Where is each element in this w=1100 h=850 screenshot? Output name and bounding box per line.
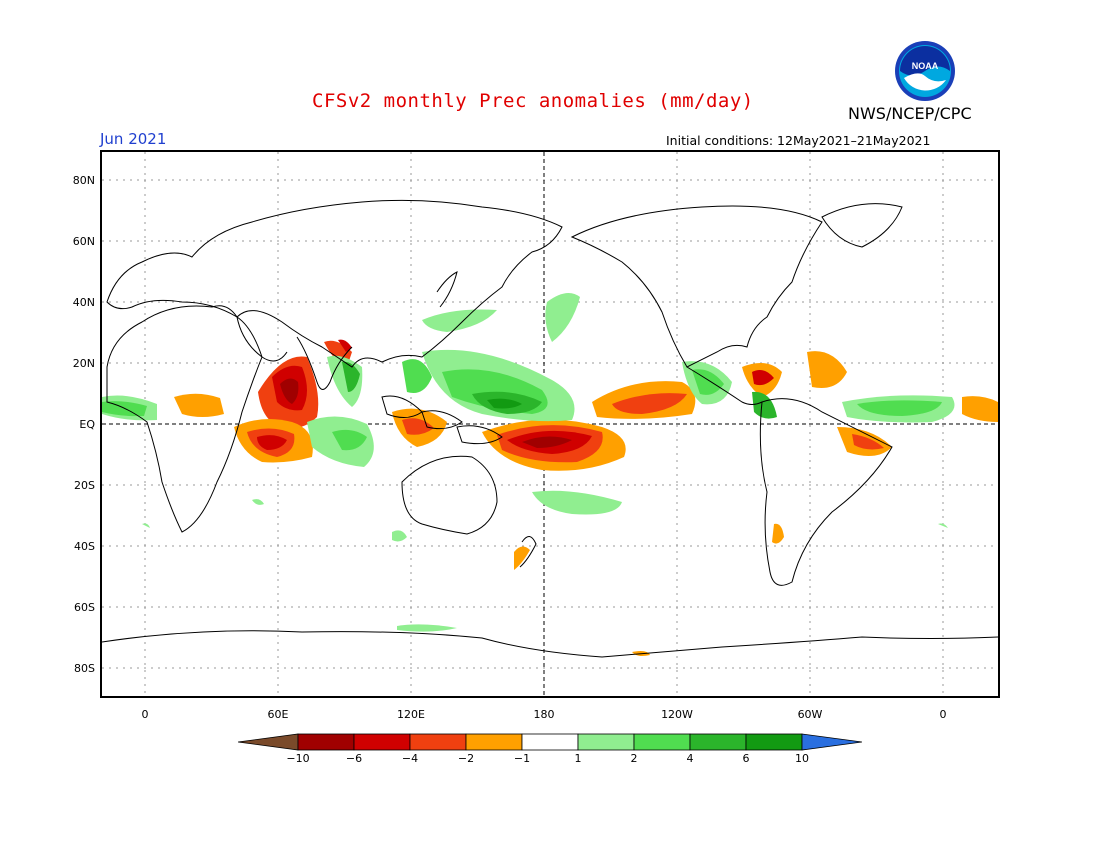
- colorbar-segment-8: [689, 733, 747, 751]
- lon-label-180: 180: [533, 708, 555, 721]
- colorbar-label: −6: [345, 752, 363, 765]
- colorbar-segment-7: [633, 733, 691, 751]
- initial-conditions: Initial conditions: 12May2021–21May2021: [666, 133, 931, 148]
- lat-label-80s: 80S: [74, 662, 95, 675]
- lat-label-40s: 40S: [74, 540, 95, 553]
- lat-label-20s: 20S: [74, 479, 95, 492]
- colorbar: [238, 733, 862, 751]
- noaa-logo: NOAA: [895, 41, 955, 101]
- lat-label-40n: 40N: [72, 296, 95, 309]
- agency-label: NWS/NCEP/CPC: [848, 104, 972, 123]
- lat-label-60s: 60S: [74, 601, 95, 614]
- colorbar-label: 4: [686, 752, 694, 765]
- lon-label-120w: 120W: [661, 708, 693, 721]
- lat-label-60n: 60N: [72, 235, 95, 248]
- map-title: CFSv2 monthly Prec anomalies (mm/day): [312, 90, 754, 112]
- colorbar-segment-4: [465, 733, 523, 751]
- map-frame: [100, 150, 1000, 698]
- anomaly-map: [102, 152, 998, 696]
- colorbar-segment-0: [238, 733, 299, 751]
- colorbar-label: 2: [630, 752, 638, 765]
- colorbar-segment-3: [409, 733, 467, 751]
- lon-label-0-west: 0: [141, 708, 149, 721]
- lon-label-60e: 60E: [267, 708, 289, 721]
- colorbar-segment-1: [297, 733, 355, 751]
- svg-text:NOAA: NOAA: [912, 61, 939, 71]
- lon-label-0-east: 0: [939, 708, 947, 721]
- coastlines: [102, 199, 998, 658]
- forecast-month: Jun 2021: [100, 130, 167, 148]
- colorbar-label: 1: [574, 752, 582, 765]
- colorbar-segment-9: [745, 733, 803, 751]
- colorbar-label: 10: [795, 752, 809, 765]
- colorbar-segment-5: [521, 733, 579, 751]
- colorbar-segment-2: [353, 733, 411, 751]
- lon-label-120e: 120E: [397, 708, 425, 721]
- colorbar-segment-6: [577, 733, 635, 751]
- dry-anomalies: [174, 339, 998, 656]
- lat-label-eq: EQ: [79, 418, 95, 431]
- lat-label-20n: 20N: [72, 357, 95, 370]
- colorbar-label: 6: [742, 752, 750, 765]
- colorbar-segment-10: [801, 733, 862, 751]
- lat-label-80n: 80N: [72, 174, 95, 187]
- colorbar-label: −1: [513, 752, 531, 765]
- wet-anomalies: [102, 293, 955, 632]
- colorbar-label: −10: [286, 752, 310, 765]
- colorbar-label: −2: [457, 752, 475, 765]
- lon-label-60w: 60W: [797, 708, 823, 721]
- colorbar-label: −4: [401, 752, 419, 765]
